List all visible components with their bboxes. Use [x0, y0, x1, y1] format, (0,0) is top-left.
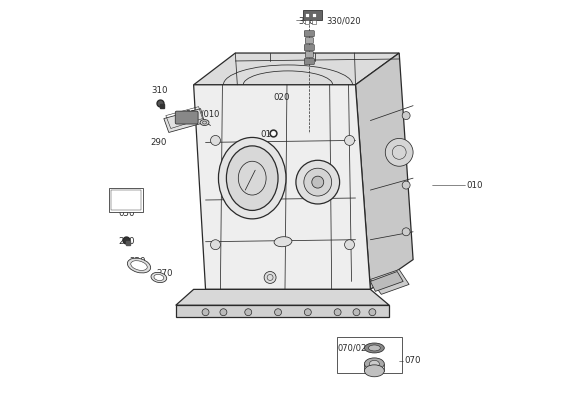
Polygon shape — [176, 305, 389, 317]
Text: 020: 020 — [273, 93, 290, 102]
Text: 290/010: 290/010 — [186, 109, 220, 118]
Text: 250: 250 — [129, 257, 145, 266]
Polygon shape — [194, 85, 370, 289]
FancyBboxPatch shape — [305, 13, 309, 17]
Circle shape — [402, 228, 410, 236]
FancyBboxPatch shape — [305, 38, 314, 44]
FancyBboxPatch shape — [175, 111, 198, 124]
Ellipse shape — [370, 360, 379, 367]
Circle shape — [312, 176, 324, 188]
Ellipse shape — [365, 343, 384, 353]
Circle shape — [385, 138, 413, 166]
Circle shape — [345, 240, 354, 250]
Ellipse shape — [368, 345, 380, 351]
Ellipse shape — [131, 261, 147, 270]
Circle shape — [220, 309, 227, 316]
Polygon shape — [370, 270, 409, 294]
Circle shape — [211, 240, 220, 250]
FancyBboxPatch shape — [312, 13, 316, 17]
Text: 290: 290 — [150, 138, 166, 147]
Ellipse shape — [365, 365, 384, 377]
Circle shape — [264, 272, 276, 284]
Ellipse shape — [151, 272, 167, 282]
Circle shape — [211, 136, 220, 145]
Text: 070/020: 070/020 — [337, 344, 372, 352]
Ellipse shape — [127, 258, 151, 273]
Circle shape — [369, 309, 376, 316]
Polygon shape — [176, 289, 389, 305]
Ellipse shape — [226, 146, 278, 210]
Circle shape — [345, 136, 354, 145]
Ellipse shape — [154, 274, 164, 280]
FancyBboxPatch shape — [305, 52, 314, 58]
Text: 270: 270 — [156, 269, 173, 278]
Text: 330/020: 330/020 — [327, 17, 361, 26]
Text: 050: 050 — [118, 210, 135, 218]
Circle shape — [275, 309, 281, 316]
Polygon shape — [355, 53, 413, 289]
Text: 010: 010 — [467, 181, 483, 190]
Polygon shape — [370, 272, 403, 291]
Polygon shape — [164, 109, 204, 132]
Circle shape — [245, 309, 252, 316]
Circle shape — [334, 309, 341, 316]
Ellipse shape — [200, 120, 209, 126]
Circle shape — [202, 309, 209, 316]
Ellipse shape — [274, 237, 292, 247]
Ellipse shape — [218, 138, 286, 219]
Polygon shape — [194, 53, 399, 85]
FancyBboxPatch shape — [305, 20, 309, 24]
Text: 310: 310 — [151, 86, 168, 95]
Text: 260: 260 — [118, 237, 135, 246]
Circle shape — [402, 112, 410, 120]
Ellipse shape — [365, 358, 384, 370]
FancyBboxPatch shape — [305, 31, 314, 37]
Text: 015: 015 — [260, 130, 277, 139]
FancyBboxPatch shape — [312, 20, 316, 24]
Circle shape — [305, 309, 311, 316]
Circle shape — [353, 309, 360, 316]
Text: 070: 070 — [404, 356, 421, 365]
Circle shape — [296, 160, 340, 204]
Polygon shape — [109, 188, 143, 212]
FancyBboxPatch shape — [305, 44, 314, 50]
FancyBboxPatch shape — [305, 58, 314, 64]
Text: 330: 330 — [298, 17, 314, 26]
Polygon shape — [303, 10, 321, 20]
Circle shape — [304, 168, 332, 196]
Circle shape — [402, 181, 410, 189]
